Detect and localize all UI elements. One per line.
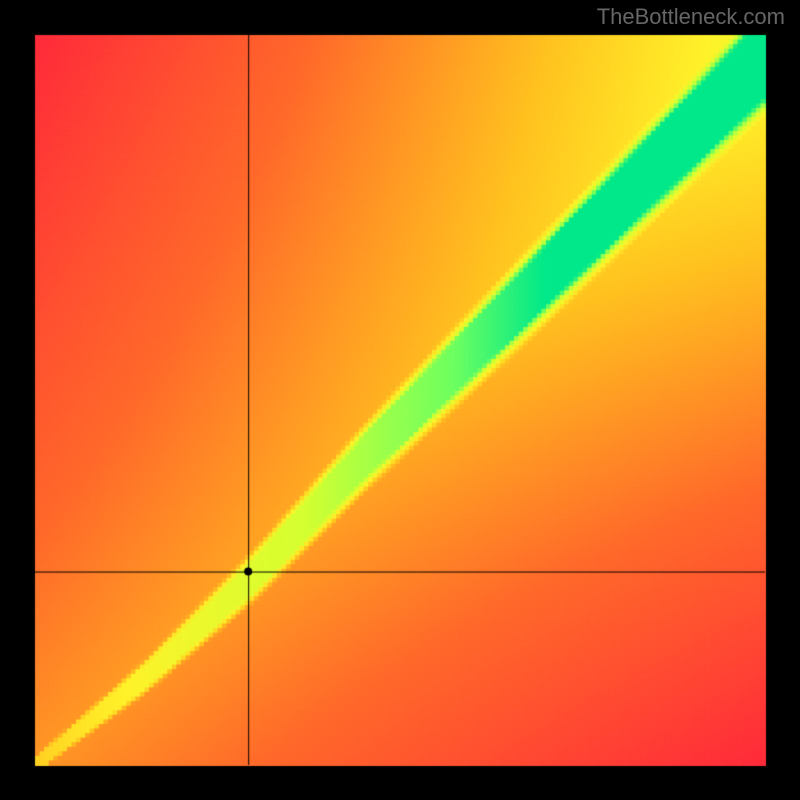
watermark-text: TheBottleneck.com [597,4,785,30]
chart-container: TheBottleneck.com [0,0,800,800]
heatmap-canvas [0,0,800,800]
